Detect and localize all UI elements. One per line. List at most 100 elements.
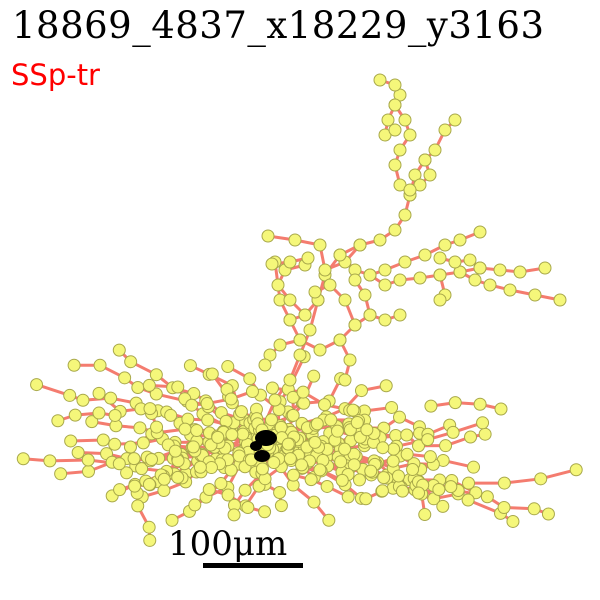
neurite-node: [333, 333, 347, 347]
neurite-node: [265, 381, 279, 395]
neurite-node: [145, 452, 159, 466]
neurite-node: [553, 293, 567, 307]
neurite-node: [258, 358, 272, 372]
neurite-node: [68, 408, 82, 422]
neurite-node: [412, 439, 426, 453]
neurite-node: [307, 495, 321, 509]
neurite-node: [281, 437, 295, 451]
neurite-node: [473, 225, 487, 239]
neurite-node: [304, 473, 318, 487]
neurite-node: [118, 371, 132, 385]
neurite-node: [534, 472, 548, 486]
neurite-node: [245, 384, 259, 398]
neurite-node: [446, 425, 460, 439]
neurite-node: [436, 499, 450, 513]
neurite-node: [204, 461, 218, 475]
neurite-node: [293, 333, 307, 347]
neurite-node: [261, 229, 275, 243]
neurite-node: [433, 268, 447, 282]
neurite-node: [93, 358, 107, 372]
neurite-node: [236, 427, 250, 441]
neurite-node: [388, 223, 402, 237]
neurite-node: [497, 476, 511, 490]
neurite-node: [464, 430, 478, 444]
neurite-node: [221, 488, 235, 502]
neurite-node: [528, 288, 542, 302]
neurite-node: [375, 484, 389, 498]
neurite-node: [142, 378, 156, 392]
neurite-node: [143, 533, 157, 547]
neurite-node: [395, 484, 409, 498]
neurite-node: [335, 473, 349, 487]
neurite-node: [494, 402, 508, 416]
neurite-node: [63, 388, 77, 402]
neurite-node: [221, 360, 235, 374]
neurite-node: [330, 424, 344, 438]
neurite-node: [493, 263, 507, 277]
neurite-node: [202, 483, 216, 497]
neurite-node: [149, 387, 163, 401]
neurite-node: [150, 420, 164, 434]
neurite-node: [541, 507, 555, 521]
neurite-node: [393, 143, 407, 157]
neurite-node: [171, 470, 185, 484]
neurite-node: [131, 381, 145, 395]
neurite-node: [387, 442, 401, 456]
neurite-node: [310, 417, 324, 431]
neurite-node: [438, 123, 452, 137]
neurite-node: [348, 273, 362, 287]
neurite-node: [334, 455, 348, 469]
neurite-node: [483, 278, 497, 292]
neurite-node: [461, 493, 475, 507]
neurite-node: [353, 238, 367, 252]
neurite-node: [377, 471, 391, 485]
scale-bar: [203, 563, 303, 568]
neurite-node: [123, 440, 137, 454]
neurite-node: [224, 392, 238, 406]
neurite-node: [211, 430, 225, 444]
neurite-node: [188, 498, 202, 512]
neurite-node: [127, 452, 141, 466]
neurite-node: [193, 460, 207, 474]
neurite-node: [238, 483, 252, 497]
neurite-node: [569, 463, 583, 477]
neurite-node: [243, 372, 257, 386]
neurite-node: [273, 486, 287, 500]
neurite-node: [403, 128, 417, 142]
neurite-node: [293, 348, 307, 362]
neurite-node: [538, 261, 552, 275]
neurite-node: [186, 440, 200, 454]
neurite-node: [96, 433, 110, 447]
neurite-node: [76, 393, 90, 407]
neurite-node: [190, 424, 204, 438]
neurite-node: [360, 423, 374, 437]
neurite-node: [347, 458, 361, 472]
neurite-node: [318, 398, 332, 412]
neurite-node: [438, 238, 452, 252]
neurite-node: [288, 233, 302, 247]
neurite-node: [295, 458, 309, 472]
neurite-node: [363, 308, 377, 322]
neurite-node: [131, 499, 145, 513]
neurite-node: [133, 421, 147, 435]
neurite-node: [359, 492, 373, 506]
neurite-node: [308, 435, 322, 449]
neurite-node: [412, 486, 426, 500]
neurite-node: [323, 278, 337, 292]
neurite-node: [142, 477, 156, 491]
neurite-node: [392, 410, 406, 424]
neurite-node: [379, 379, 393, 393]
neurite-node: [418, 508, 432, 522]
neurite-node: [448, 113, 462, 127]
neurite-node: [258, 505, 272, 519]
neurite-node: [476, 416, 490, 430]
neurite-node: [255, 462, 269, 476]
neurite-node: [388, 123, 402, 137]
neurite-node: [85, 415, 99, 429]
neurite-node: [506, 514, 520, 528]
neurite-node: [403, 183, 417, 197]
scale-bar-label: 100μm: [168, 524, 288, 564]
neurite-node: [183, 359, 197, 373]
neurite-node: [448, 255, 462, 269]
neurite-node: [421, 433, 435, 447]
